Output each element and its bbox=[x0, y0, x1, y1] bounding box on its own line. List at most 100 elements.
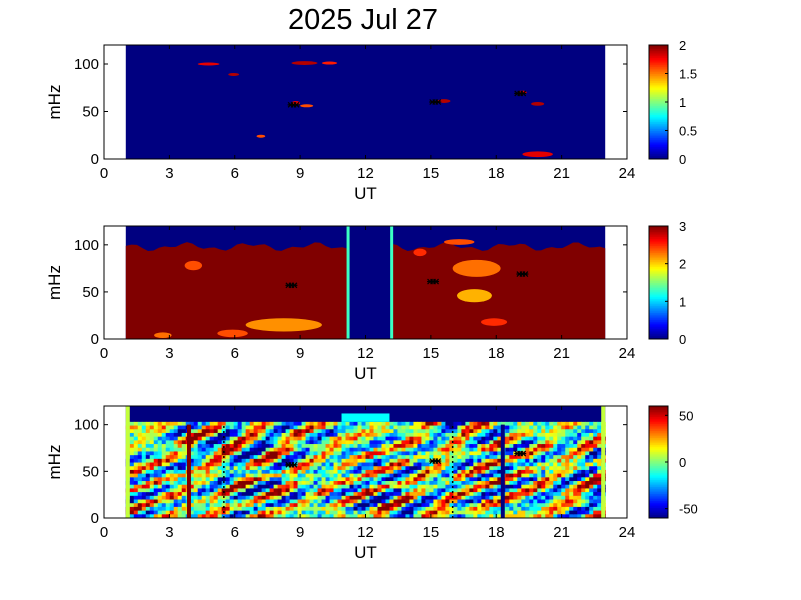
heatmap-cell bbox=[489, 421, 494, 427]
marker bbox=[514, 90, 527, 97]
heatmap-cell bbox=[577, 458, 582, 464]
heatmap-cell bbox=[405, 499, 411, 504]
heatmap-cell bbox=[385, 477, 391, 482]
heatmap-cell bbox=[409, 462, 415, 467]
y-tick-label: 50 bbox=[82, 284, 99, 301]
heatmap-cell bbox=[181, 436, 187, 441]
heatmap-cell bbox=[249, 436, 255, 441]
heatmap-cell bbox=[309, 499, 315, 504]
heatmap-cell bbox=[217, 477, 223, 482]
heatmap-cell bbox=[461, 436, 466, 441]
heatmap-cell bbox=[253, 444, 259, 449]
heatmap-cell bbox=[317, 503, 323, 508]
heatmap-cell bbox=[385, 432, 391, 438]
heatmap-cell bbox=[193, 466, 199, 471]
heatmap-cell bbox=[553, 455, 558, 460]
heatmap-cell bbox=[301, 510, 307, 515]
heatmap-cell bbox=[505, 477, 510, 482]
heatmap-cell bbox=[509, 488, 514, 493]
heatmap-cell bbox=[381, 499, 387, 504]
heatmap-cell bbox=[505, 421, 510, 427]
heatmap-cell bbox=[169, 458, 175, 464]
heatmap-cell bbox=[373, 466, 379, 471]
heatmap-cell bbox=[417, 451, 423, 456]
heatmap-cell bbox=[477, 473, 482, 478]
heatmap-cell bbox=[257, 447, 263, 453]
heatmap-cell bbox=[313, 503, 319, 508]
heatmap-cell bbox=[305, 455, 311, 460]
heatmap-cell bbox=[389, 510, 395, 515]
heatmap-cell bbox=[541, 488, 546, 493]
heatmap-cell bbox=[161, 462, 167, 467]
colorbar-segment bbox=[649, 270, 668, 273]
heatmap-cell bbox=[529, 447, 534, 453]
heatmap-cell bbox=[161, 440, 167, 445]
heatmap-cell bbox=[433, 466, 439, 471]
heatmap-cell bbox=[205, 455, 211, 460]
heatmap-cell bbox=[449, 458, 454, 464]
heatmap-cell bbox=[441, 499, 447, 504]
heatmap-cell bbox=[169, 429, 175, 434]
heatmap-cell bbox=[413, 429, 419, 434]
heatmap-cell bbox=[537, 477, 542, 482]
heatmap-cell bbox=[349, 488, 355, 493]
heatmap-cell bbox=[593, 473, 598, 478]
heatmap-cell bbox=[401, 488, 407, 493]
heatmap-cell bbox=[453, 484, 458, 490]
heatmap-cell bbox=[425, 473, 431, 478]
heatmap-cell bbox=[593, 425, 598, 430]
heatmap-cell bbox=[289, 477, 295, 482]
heatmap-cell bbox=[373, 440, 379, 445]
heatmap-cell bbox=[369, 481, 375, 486]
heatmap-cell bbox=[485, 466, 490, 471]
heatmap-cell bbox=[165, 421, 171, 427]
heatmap-cell bbox=[473, 506, 478, 512]
heatmap-cell bbox=[413, 432, 419, 438]
heatmap-cell bbox=[497, 503, 502, 508]
heatmap-cell bbox=[409, 429, 415, 434]
heatmap-cell bbox=[329, 477, 335, 482]
heatmap-cell bbox=[581, 462, 586, 467]
heatmap-cell bbox=[513, 499, 518, 504]
heatmap-cell bbox=[365, 484, 371, 490]
heatmap-cell bbox=[421, 499, 427, 504]
heatmap-cell bbox=[133, 514, 139, 518]
heatmap-cell bbox=[593, 436, 598, 441]
heatmap-cell bbox=[293, 432, 299, 438]
heatmap-cell bbox=[365, 473, 371, 478]
heatmap-cell bbox=[245, 451, 251, 456]
heatmap-cell bbox=[409, 455, 415, 460]
heatmap-cell bbox=[245, 506, 251, 512]
heatmap-cell bbox=[317, 506, 323, 512]
gap-edge bbox=[346, 226, 350, 339]
heatmap-cell bbox=[153, 421, 159, 427]
heatmap-cell bbox=[249, 462, 255, 467]
heatmap-cell bbox=[477, 514, 482, 518]
heatmap-cell bbox=[241, 473, 247, 478]
heatmap-cell bbox=[517, 473, 522, 478]
heatmap-cell bbox=[557, 444, 562, 449]
heatmap-cell bbox=[533, 492, 538, 497]
heatmap-cell bbox=[145, 514, 151, 518]
heatmap-cell bbox=[449, 462, 454, 467]
heatmap-cell bbox=[213, 481, 219, 486]
colorbar-segment bbox=[649, 511, 668, 514]
heatmap-cell bbox=[453, 492, 458, 497]
heatmap-cell bbox=[553, 510, 558, 515]
heatmap-cell bbox=[349, 451, 355, 456]
panel-3-plot-area bbox=[125, 406, 606, 518]
heatmap-cell bbox=[413, 469, 419, 475]
heatmap-edge bbox=[601, 406, 606, 518]
colorbar-segment bbox=[649, 477, 668, 480]
heatmap-cell bbox=[481, 451, 486, 456]
heatmap-cell bbox=[197, 451, 203, 456]
heatmap-cell bbox=[325, 477, 331, 482]
heatmap-cell bbox=[505, 488, 510, 493]
heatmap-cell bbox=[301, 440, 307, 445]
heatmap-cell bbox=[253, 488, 259, 493]
heatmap-cell bbox=[445, 510, 450, 515]
heatmap-cell bbox=[569, 447, 574, 453]
heatmap-cell bbox=[377, 481, 383, 486]
heatmap-cell bbox=[489, 499, 494, 504]
heatmap-cell bbox=[365, 455, 371, 460]
